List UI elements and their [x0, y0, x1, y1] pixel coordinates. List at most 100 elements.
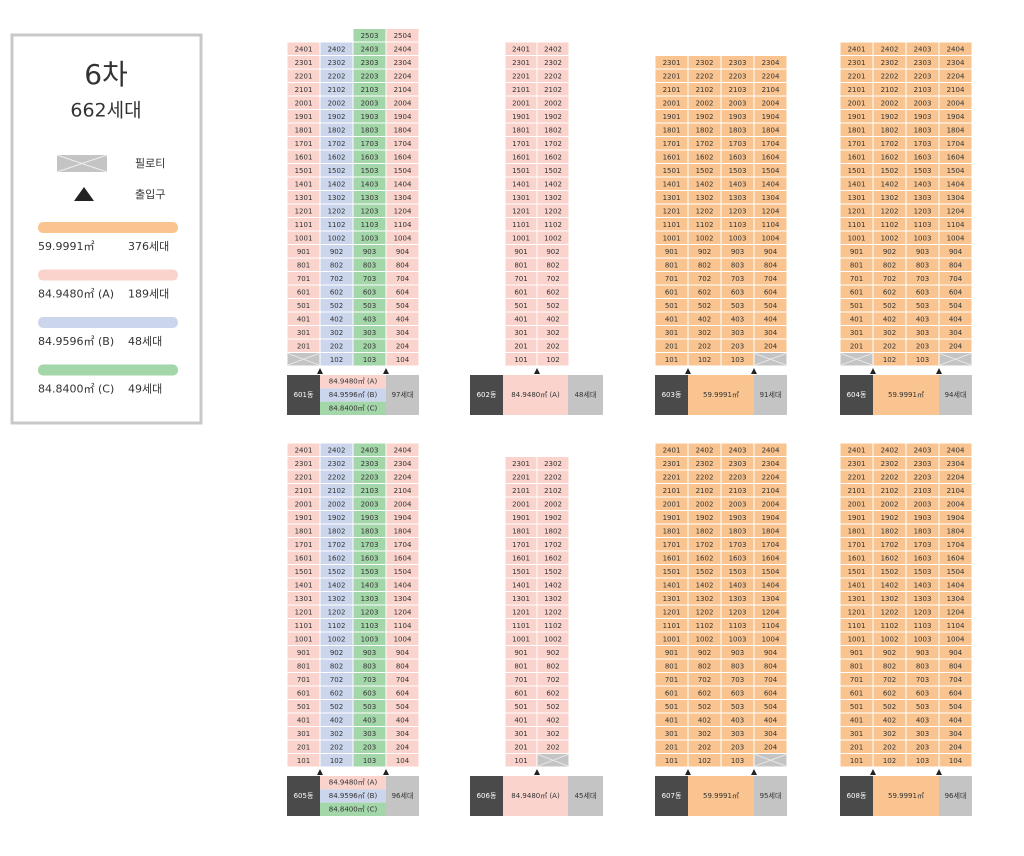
- unit-number: 2401: [848, 446, 866, 454]
- unit-number: 1802: [544, 527, 562, 535]
- unit-number: 2204: [947, 473, 965, 481]
- unit: [906, 164, 939, 177]
- building-name-box: [287, 776, 320, 816]
- unit-number: 2304: [947, 460, 965, 468]
- unit-number: 1701: [848, 140, 866, 148]
- unit: [873, 511, 906, 524]
- unit-number: 904: [396, 248, 410, 256]
- unit: [906, 605, 939, 618]
- unit: [721, 578, 754, 591]
- unit: [688, 83, 721, 96]
- unit: [840, 646, 873, 659]
- unit: [537, 353, 569, 366]
- unit: [287, 565, 320, 578]
- unit-number: 801: [665, 662, 678, 670]
- unit-number: 403: [363, 315, 376, 323]
- unit-number: 902: [883, 649, 896, 657]
- unit-number: 1703: [914, 541, 932, 549]
- unit: [688, 511, 721, 524]
- unit-number: 2403: [914, 45, 932, 53]
- unit-number: 1001: [848, 635, 866, 643]
- unit-number: 2101: [295, 86, 313, 94]
- unit-number: 202: [546, 743, 559, 751]
- unit-number: 2103: [914, 487, 932, 495]
- unit: [655, 137, 688, 150]
- unit: [840, 484, 873, 497]
- unit: [353, 700, 386, 713]
- unit-number: 1901: [512, 113, 530, 121]
- unit: [386, 659, 419, 672]
- unit-number: 1504: [762, 167, 780, 175]
- unit: [505, 137, 537, 150]
- unit-number: 1802: [328, 527, 346, 535]
- unit: [939, 659, 972, 672]
- area-label: 84.9480㎡ (A): [329, 378, 378, 386]
- unit-number: 1504: [394, 167, 412, 175]
- unit-number: 1201: [512, 608, 530, 616]
- unit: [505, 164, 537, 177]
- type-households: 189세대: [128, 288, 169, 301]
- unit: [386, 29, 419, 42]
- unit: [939, 605, 972, 618]
- unit: [939, 443, 972, 456]
- building-name-box: [470, 375, 503, 415]
- unit-number: 2302: [696, 460, 714, 468]
- unit-number: 1201: [848, 608, 866, 616]
- unit-number: 501: [850, 703, 863, 711]
- unit-number: 504: [949, 302, 963, 310]
- unit: [688, 619, 721, 632]
- unit-number: 2104: [394, 86, 412, 94]
- unit-number: 201: [514, 743, 527, 751]
- unit: [721, 164, 754, 177]
- unit-number: 2002: [544, 99, 562, 107]
- unit-number: 402: [330, 716, 343, 724]
- unit: [939, 484, 972, 497]
- unit-number: 701: [297, 275, 310, 283]
- unit: [386, 69, 419, 82]
- unit: [505, 42, 537, 55]
- unit: [505, 659, 537, 672]
- unit-number: 1903: [729, 514, 747, 522]
- unit: [754, 272, 787, 285]
- unit: [655, 353, 688, 366]
- type-swatch: [38, 317, 178, 328]
- unit: [655, 619, 688, 632]
- unit: [873, 632, 906, 645]
- unit-number: 601: [514, 689, 527, 697]
- unit: [537, 646, 569, 659]
- unit-number: 1602: [696, 153, 714, 161]
- unit-number: 1204: [762, 608, 780, 616]
- unit: [840, 497, 873, 510]
- unit: [721, 326, 754, 339]
- unit-number: 1001: [512, 234, 530, 242]
- unit: [754, 83, 787, 96]
- unit: [840, 42, 873, 55]
- unit: [840, 177, 873, 190]
- unit-number: 1001: [663, 635, 681, 643]
- unit-number: 303: [916, 730, 929, 738]
- households-box: [386, 776, 419, 816]
- unit-number: 1704: [394, 140, 412, 148]
- unit-number: 302: [330, 329, 343, 337]
- unit: [754, 191, 787, 204]
- unit: [906, 673, 939, 686]
- unit: [353, 727, 386, 740]
- unit: [287, 339, 320, 352]
- unit-number: 1804: [762, 527, 780, 535]
- unit: [873, 245, 906, 258]
- unit-number: 2203: [914, 473, 932, 481]
- unit: [939, 137, 972, 150]
- unit: [655, 673, 688, 686]
- unit: [287, 83, 320, 96]
- unit-number: 702: [330, 676, 343, 684]
- area-label: 84.9596㎡ (B): [329, 391, 378, 399]
- unit-number: 201: [665, 342, 678, 350]
- unit-number: 1703: [361, 140, 379, 148]
- unit: [386, 551, 419, 564]
- unit-number: 1402: [881, 581, 899, 589]
- unit: [505, 231, 537, 244]
- unit-number: 2103: [361, 487, 379, 495]
- unit: [386, 339, 419, 352]
- households-box: [939, 375, 972, 415]
- unit-number: 1803: [729, 126, 747, 134]
